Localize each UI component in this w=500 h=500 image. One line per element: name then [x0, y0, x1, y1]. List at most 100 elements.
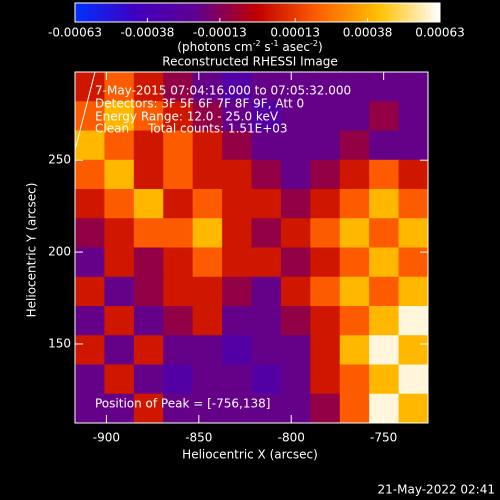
colorbar-swatch	[360, 3, 365, 22]
heat-cell	[133, 335, 164, 365]
heat-cell	[104, 189, 135, 219]
heat-cell	[310, 247, 341, 278]
heat-cell	[104, 130, 135, 161]
heat-cell	[251, 159, 282, 190]
heat-cell	[280, 189, 311, 219]
heat-cell	[222, 130, 252, 161]
colorbar-swatch	[166, 3, 170, 22]
colorbar-label-part: -1	[271, 39, 279, 48]
heat-cell	[104, 247, 135, 278]
heat-cell	[369, 247, 400, 278]
heat-cell	[339, 247, 370, 278]
colorbar-swatch	[172, 3, 176, 22]
colorbar-swatch	[169, 3, 173, 22]
heat-cell	[133, 306, 164, 336]
heat-cell	[163, 72, 194, 102]
colorbar-swatch	[90, 3, 94, 22]
colorbar-swatch	[373, 3, 377, 22]
heat-cell	[75, 335, 105, 365]
heat-cell	[75, 189, 105, 219]
colorbar-swatch	[236, 3, 240, 22]
colorbar-swatch	[144, 3, 149, 22]
heat-cell	[222, 364, 252, 395]
colorbar-swatch	[157, 3, 161, 22]
colorbar-swatch	[254, 3, 258, 22]
heat-cell	[310, 72, 341, 102]
colorbar-swatch	[284, 3, 289, 22]
heat-cell	[369, 101, 400, 131]
colorbar-swatch	[163, 3, 167, 22]
heat-cell	[163, 101, 194, 131]
heat-cell	[75, 276, 105, 307]
heat-cell	[75, 306, 105, 336]
heat-cell	[222, 101, 252, 131]
colorbar-swatch	[363, 3, 368, 22]
colorbar-swatch	[303, 3, 307, 22]
heat-cell	[133, 276, 164, 307]
heat-cell	[310, 393, 341, 424]
colorbar-swatch	[260, 3, 265, 22]
colorbar-swatch	[315, 3, 319, 22]
heat-cell	[339, 189, 370, 219]
colorbar-swatch	[318, 3, 322, 22]
colorbar-swatch	[263, 3, 268, 22]
colorbar-swatch	[272, 3, 277, 22]
colorbar-swatch	[248, 3, 252, 22]
heat-cell	[192, 247, 223, 278]
chart-title: Reconstructed RHESSI Image	[162, 55, 337, 69]
colorbar-swatch	[126, 3, 131, 22]
colorbar-label-part: s	[261, 40, 271, 54]
colorbar-swatch	[148, 3, 152, 22]
heat-cell	[339, 72, 370, 102]
colorbar-swatch	[409, 3, 414, 22]
colorbar-swatch	[436, 3, 441, 22]
timestamp: 21-May-2022 02:41	[378, 483, 495, 497]
colorbar-swatch	[242, 3, 246, 22]
colorbar-swatch	[321, 3, 325, 22]
x-tick-label: -800	[278, 431, 305, 445]
colorbar-swatch	[230, 3, 234, 22]
annotation: Energy Range: 12.0 - 25.0 keV	[95, 110, 279, 124]
heat-cell	[222, 159, 252, 190]
colorbar-swatch	[327, 3, 331, 22]
colorbar-swatch	[357, 3, 362, 22]
x-tick-label: -750	[370, 431, 397, 445]
colorbar-swatch	[214, 3, 219, 22]
colorbar-swatch	[266, 3, 271, 22]
heat-cell	[222, 189, 252, 219]
heat-cell	[369, 189, 400, 219]
colorbar-swatch	[403, 3, 408, 22]
heat-cell	[280, 276, 311, 307]
heat-cell	[163, 130, 194, 161]
colorbar-swatch	[433, 3, 438, 22]
heat-cell	[251, 364, 282, 395]
colorbar-swatch	[217, 3, 222, 22]
colorbar: -0.00063 -0.00038 -0.00013 0.00013 0.00038 0.…	[48, 2, 465, 40]
heat-cell	[133, 247, 164, 278]
colorbar-swatch	[397, 3, 401, 22]
heat-cell	[133, 364, 164, 395]
colorbar-swatch	[312, 3, 316, 22]
heat-cell	[280, 364, 311, 395]
colorbar-swatch	[211, 3, 216, 22]
heat-cell	[339, 218, 370, 248]
heat-cell	[369, 130, 400, 161]
colorbar-tick-label: 0.00013	[270, 26, 320, 40]
colorbar-swatch	[333, 3, 338, 22]
colorbar-swatch	[181, 3, 185, 22]
annotation: 7-May-2015 07:04:16.000 to 07:05:32.000	[95, 84, 351, 98]
heat-cell	[339, 159, 370, 190]
heat-cell	[398, 306, 429, 336]
heat-cell	[75, 218, 105, 248]
heat-cell	[339, 276, 370, 307]
colorbar-label-part: -2	[310, 39, 318, 48]
heat-cell	[163, 335, 194, 365]
heat-cell	[310, 306, 341, 336]
colorbar-label-part: -2	[253, 39, 261, 48]
heatmap	[75, 72, 429, 424]
heat-cell	[369, 335, 400, 365]
heat-cell	[251, 335, 282, 365]
heat-cell	[163, 247, 194, 278]
colorbar-swatch	[391, 3, 395, 22]
heat-cell	[339, 101, 370, 131]
